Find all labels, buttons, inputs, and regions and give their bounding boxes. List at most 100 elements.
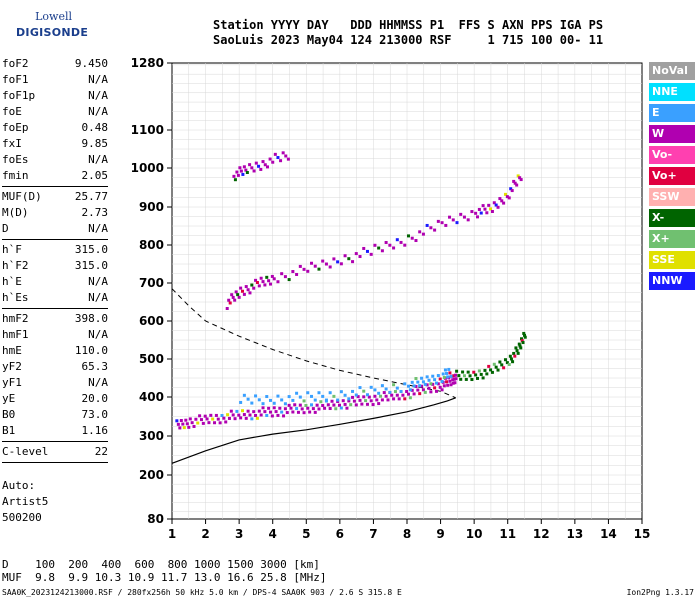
muf-dashed-curve	[171, 288, 456, 399]
echo-mark	[313, 398, 317, 402]
echo-mark	[246, 409, 250, 413]
echo-mark	[414, 239, 418, 243]
y-tick-label: 300	[139, 429, 164, 443]
echo-mark	[487, 203, 491, 207]
echo-mark	[306, 391, 310, 395]
echo-mark	[445, 380, 449, 384]
y-tick-label: 1280	[131, 56, 164, 70]
echo-mark	[339, 406, 343, 410]
param-value: 2.73	[81, 206, 109, 219]
echo-mark	[485, 211, 489, 215]
echo-mark	[356, 395, 360, 399]
param-name: fxI	[2, 137, 22, 150]
echo-mark	[242, 393, 246, 397]
echo-mark	[384, 387, 388, 391]
echo-mark	[278, 406, 282, 410]
echo-mark	[235, 409, 239, 413]
echo-mark	[412, 384, 416, 388]
x-tick-label: 4	[269, 527, 277, 541]
param-row: MUF(D) 25.77	[2, 189, 108, 205]
param-name: h`Es	[2, 291, 29, 304]
y-tick-label: 80	[147, 512, 164, 526]
echo-mark	[464, 377, 468, 381]
legend-item: W	[649, 125, 695, 143]
echo-mark	[326, 403, 330, 407]
echo-mark	[380, 398, 384, 402]
echo-mark	[239, 400, 243, 404]
echo-mark	[354, 252, 358, 256]
echo-mark	[241, 409, 245, 413]
x-tick-label: 11	[499, 527, 516, 541]
echo-mark	[367, 395, 371, 399]
echo-mark	[234, 290, 238, 294]
legend-item: NNW	[649, 272, 695, 290]
param-row: foF2 9.450	[2, 56, 108, 72]
echo-mark	[220, 414, 224, 418]
echo-mark	[211, 417, 215, 421]
param-row: h`F 315.0	[2, 242, 108, 258]
echo-mark	[225, 307, 229, 310]
echo-mark	[281, 151, 285, 155]
echo-mark	[257, 284, 261, 288]
param-value: N/A	[88, 222, 108, 235]
echo-mark	[298, 395, 302, 399]
echo-mark	[265, 395, 269, 399]
echo-mark	[284, 154, 288, 158]
echo-mark	[496, 205, 500, 209]
echo-mark	[442, 375, 446, 379]
echo-mark	[263, 283, 267, 287]
echo-mark	[237, 295, 241, 299]
echo-mark	[324, 398, 328, 402]
echo-mark	[283, 402, 287, 406]
echo-mark	[474, 373, 478, 377]
echo-mark	[418, 392, 422, 396]
param-name: h`F2	[2, 259, 29, 272]
echo-mark	[445, 371, 449, 375]
echo-mark	[250, 283, 254, 287]
echo-mark	[523, 335, 527, 339]
echo-mark	[455, 221, 459, 225]
echo-mark	[510, 189, 514, 193]
param-value: 1.16	[81, 424, 109, 437]
x-tick-label: 12	[533, 527, 550, 541]
echo-mark	[489, 368, 493, 372]
echo-mark	[268, 410, 272, 414]
legend-item: SSE	[649, 251, 695, 269]
echo-mark	[433, 386, 437, 390]
echo-mark	[365, 393, 369, 397]
echo-mark	[440, 379, 444, 383]
param-value: N/A	[88, 328, 108, 341]
echo-mark	[515, 349, 519, 353]
echo-mark	[261, 402, 265, 406]
echo-mark	[393, 390, 397, 394]
auto-version: 500200	[2, 511, 42, 524]
echo-mark	[244, 168, 248, 172]
echo-mark	[345, 406, 349, 410]
echo-mark	[218, 421, 222, 425]
echo-mark	[508, 354, 512, 358]
autoscaling-info: Auto: Artist5 500200	[2, 478, 48, 526]
echo-mark	[274, 410, 278, 414]
param-row: M(D) 2.73	[2, 205, 108, 221]
param-name: MUF(D)	[2, 190, 42, 203]
echo-mark	[261, 406, 265, 410]
echo-mark	[233, 178, 237, 182]
legend-item: SSW	[649, 188, 695, 206]
echo-mark	[226, 413, 230, 417]
echo-mark	[330, 399, 334, 403]
echo-mark	[408, 396, 412, 400]
echo-mark	[270, 274, 274, 278]
echo-mark	[255, 281, 259, 284]
echo-mark	[347, 399, 351, 403]
echo-mark	[308, 410, 312, 414]
station-header: Station YYYY DAY DDD HHMMSS P1 FFS S AXN…	[213, 18, 603, 48]
echo-mark	[479, 372, 483, 376]
legend-item: Vo+	[649, 167, 695, 185]
echo-mark	[291, 270, 295, 274]
echo-mark	[443, 368, 447, 372]
echo-mark	[259, 413, 263, 417]
echo-mark	[479, 211, 483, 215]
echo-mark	[190, 421, 194, 425]
echo-mark	[438, 377, 442, 381]
